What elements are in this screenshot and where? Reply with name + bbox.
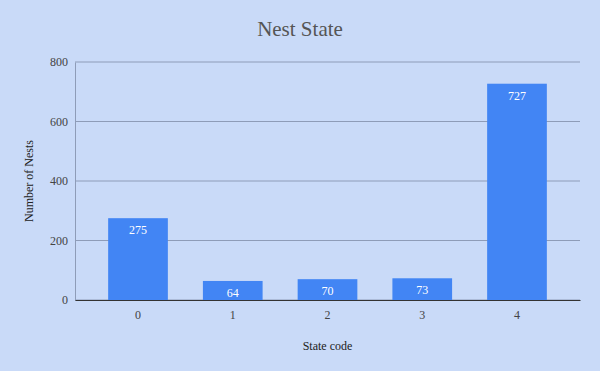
x-tick-label: 3	[419, 308, 425, 322]
grid	[75, 62, 580, 300]
x-tick: 4	[514, 300, 520, 322]
bar	[392, 278, 452, 300]
x-tick-label: 4	[514, 308, 520, 322]
x-axis-title: State code	[303, 339, 353, 353]
y-axis-title: Number of Nests	[22, 140, 36, 222]
bar	[487, 84, 547, 300]
data-label: 70	[322, 284, 334, 298]
y-tick-label: 0	[62, 293, 68, 307]
x-tick-label: 1	[230, 308, 236, 322]
x-tick: 0	[135, 300, 141, 322]
bar	[108, 218, 168, 300]
x-axis: 0 1 2 3 4	[76, 300, 581, 322]
y-tick-label: 600	[50, 115, 68, 129]
background	[0, 0, 600, 371]
grid-line	[75, 62, 580, 63]
data-label: 73	[416, 283, 428, 297]
y-tick-label: 800	[50, 55, 68, 69]
y-tick: 200	[50, 234, 75, 248]
x-axis-line	[76, 300, 581, 301]
x-tick: 3	[419, 300, 425, 322]
x-tick-label: 0	[135, 308, 141, 322]
y-tick-label: 200	[50, 234, 68, 248]
data-label: 727	[508, 89, 526, 103]
x-tick-label: 2	[325, 308, 331, 322]
y-tick: 800	[50, 55, 75, 69]
data-label: 275	[129, 223, 147, 237]
x-tick: 1	[230, 300, 236, 322]
y-tick-label: 400	[50, 174, 68, 188]
bar	[203, 281, 263, 300]
y-axis-line	[75, 63, 76, 301]
chart-svg: 0 200 400 600 800 0 1 2 3 4 275 64 70 73 727 Nest State…	[0, 0, 600, 371]
data-label: 64	[227, 286, 239, 300]
data-labels: 275 64 70 73 727	[129, 89, 526, 300]
y-axis: 0 200 400 600 800	[50, 55, 76, 307]
title: Nest State	[257, 17, 343, 41]
bars	[108, 84, 547, 300]
y-tick: 600	[50, 115, 75, 129]
y-tick: 400	[50, 174, 75, 188]
y-tick: 0	[62, 293, 75, 307]
chart-container: 0 200 400 600 800 0 1 2 3 4 275 64 70 73 727 Nest State…	[0, 0, 600, 371]
x-tick: 2	[325, 300, 331, 322]
bar	[298, 279, 358, 300]
